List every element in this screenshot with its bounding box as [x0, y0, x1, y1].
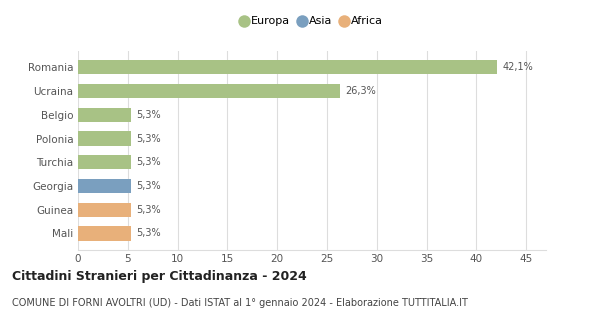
- Bar: [78, 132, 131, 146]
- Text: 26,3%: 26,3%: [345, 86, 376, 96]
- Bar: [78, 226, 131, 241]
- Text: COMUNE DI FORNI AVOLTRI (UD) - Dati ISTAT al 1° gennaio 2024 - Elaborazione TUTT: COMUNE DI FORNI AVOLTRI (UD) - Dati ISTA…: [12, 298, 468, 308]
- Text: 5,3%: 5,3%: [136, 110, 160, 120]
- Bar: [78, 203, 131, 217]
- Text: 5,3%: 5,3%: [136, 181, 160, 191]
- Text: 5,3%: 5,3%: [136, 205, 160, 215]
- Text: 5,3%: 5,3%: [136, 157, 160, 167]
- Bar: [78, 155, 131, 169]
- Text: 42,1%: 42,1%: [502, 62, 533, 72]
- Text: 5,3%: 5,3%: [136, 133, 160, 144]
- Legend: Europa, Asia, Africa: Europa, Asia, Africa: [238, 13, 386, 30]
- Text: 5,3%: 5,3%: [136, 228, 160, 238]
- Text: Cittadini Stranieri per Cittadinanza - 2024: Cittadini Stranieri per Cittadinanza - 2…: [12, 270, 307, 284]
- Bar: [78, 179, 131, 193]
- Bar: [78, 60, 497, 75]
- Bar: [78, 84, 340, 98]
- Bar: [78, 108, 131, 122]
